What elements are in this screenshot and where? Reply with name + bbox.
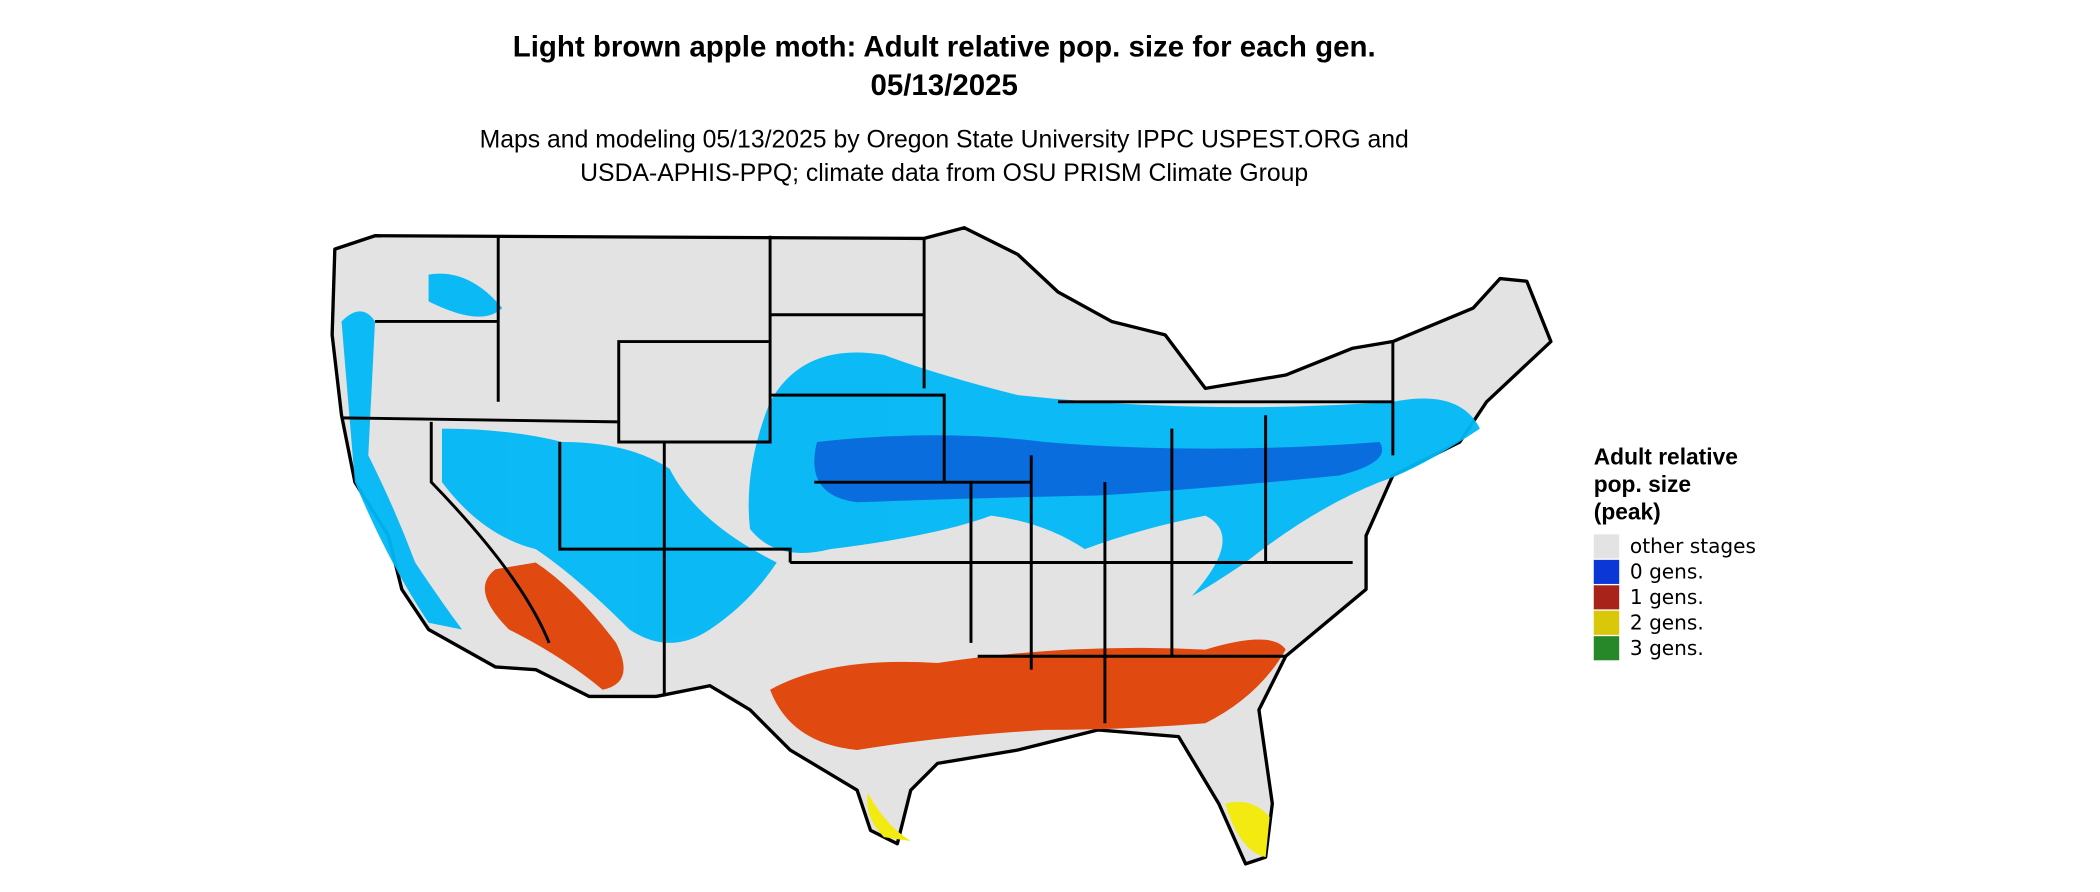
legend-title: Adult relative [1594,444,1738,470]
legend-title: pop. size [1594,471,1691,497]
us-map [330,226,1553,866]
legend-swatch [1593,559,1620,584]
subtitle-line: USDA-APHIS-PPQ; climate data from OSU PR… [580,160,1308,187]
legend-label: 1 gens. [1630,585,1704,609]
subtitle-line: Maps and modeling 05/13/2025 by Oregon S… [480,126,1409,153]
legend-label: other stages [1630,534,1756,558]
zero-gen-core [814,435,1383,503]
one-gen-area [484,562,1286,751]
state-borders [341,235,1395,724]
legend-swatch [1593,585,1620,610]
land [330,226,1553,866]
legend-swatch [1593,636,1620,661]
title-line: 05/13/2025 [870,69,1017,102]
legend-label: 2 gens. [1630,610,1704,634]
legend-title: (peak) [1594,499,1661,525]
legend-swatch [1593,610,1620,635]
title-line: Light brown apple moth: Adult relative p… [513,30,1376,63]
two-gen-area [867,792,1270,858]
legend-swatch [1593,534,1620,559]
legend-label: 3 gens. [1630,636,1704,660]
legend-label: 0 gens. [1630,560,1704,584]
